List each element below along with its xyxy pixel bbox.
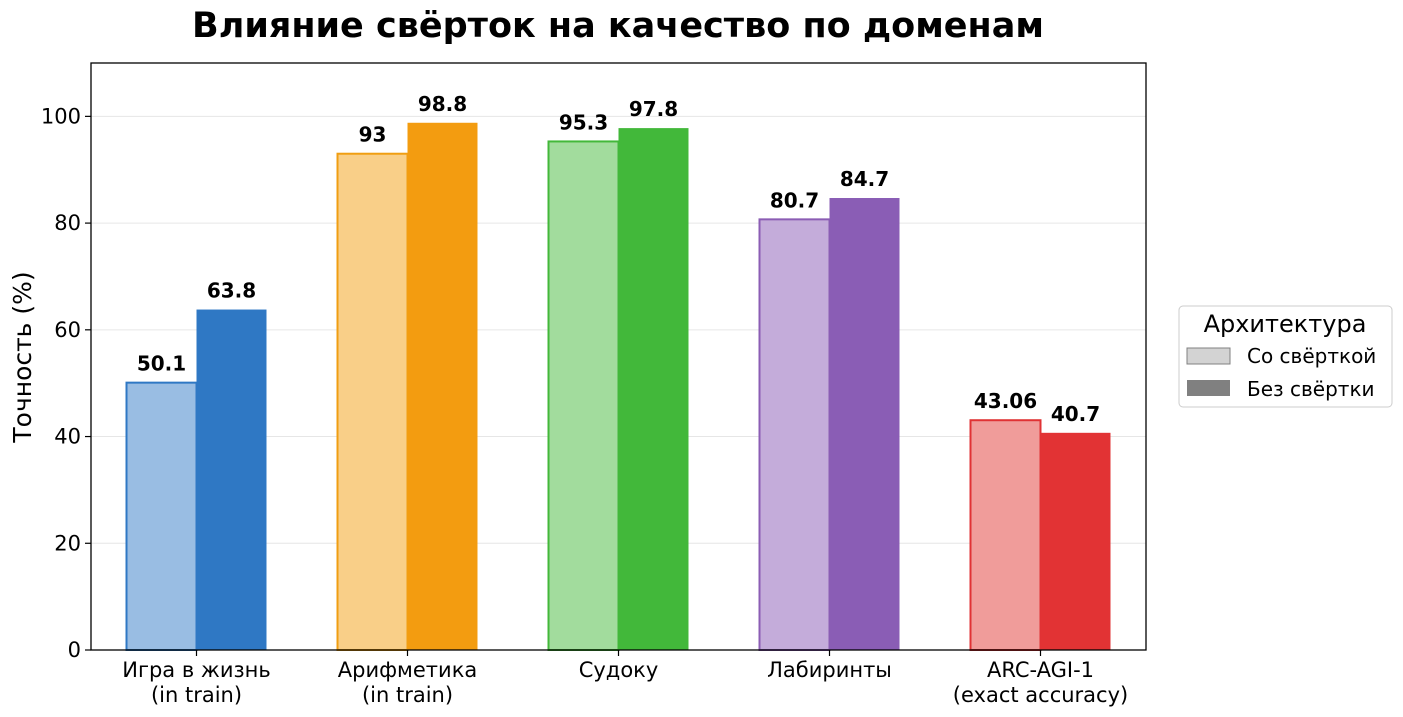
y-tick-label: 0 <box>68 638 81 662</box>
bar-value-label: 84.7 <box>840 167 889 191</box>
legend-swatch-without-conv <box>1187 380 1230 396</box>
bar-with-conv <box>125 381 198 651</box>
bar-value-label: 80.7 <box>770 188 819 212</box>
legend-swatch-with-conv <box>1186 347 1231 365</box>
bar-value-label: 93 <box>359 123 387 147</box>
value-labels: 50.1 63.8 93 98.8 95.3 97.8 80.7 84.7 43.06 40.7 <box>137 92 1100 426</box>
y-tick-label: 80 <box>54 211 81 235</box>
bar-value-label: 63.8 <box>207 279 256 303</box>
x-tick-label: Лабиринты <box>767 658 892 682</box>
legend-title: Архитектура <box>1204 310 1367 338</box>
y-axis-label: Точность (%) <box>8 271 37 443</box>
legend-box <box>1178 305 1393 408</box>
bar-with-conv <box>969 419 1042 651</box>
legend-label-with-conv: Со свёрткой <box>1247 344 1376 368</box>
bar-value-label: 98.8 <box>418 92 467 116</box>
bar-with-conv <box>547 140 620 651</box>
y-tick-label: 100 <box>41 104 81 128</box>
legend-label-without-conv: Без свёртки <box>1247 377 1375 401</box>
y-tick-label: 40 <box>54 425 81 449</box>
x-tick-label: (in train) <box>362 683 453 707</box>
bar-with-conv <box>336 152 409 652</box>
bar-value-label: 43.06 <box>974 389 1037 413</box>
bar-without-conv <box>1040 432 1111 650</box>
bars <box>125 122 1111 652</box>
y-tick-label: 20 <box>54 531 81 555</box>
x-tick-label: Арифметика <box>338 658 478 682</box>
x-axis-ticks: Игра в жизнь(in train)Арифметика(in trai… <box>122 650 1128 707</box>
bar-value-label: 97.8 <box>629 97 678 121</box>
bar-value-label: 50.1 <box>137 352 186 376</box>
bar-with-conv <box>758 218 831 651</box>
x-tick-label: (exact accuracy) <box>953 683 1128 707</box>
bar-without-conv <box>618 128 689 650</box>
bar-value-label: 95.3 <box>559 110 608 134</box>
bar-without-conv <box>407 122 478 650</box>
bar-value-label: 40.7 <box>1051 402 1100 426</box>
y-tick-label: 60 <box>54 318 81 342</box>
x-tick-label: Игра в жизнь <box>122 658 271 682</box>
chart-title: Влияние свёрток на качество по доменам <box>192 6 1044 46</box>
bar-without-conv <box>829 198 900 650</box>
x-tick-label: (in train) <box>151 683 242 707</box>
x-tick-label: ARC-AGI-1 <box>987 658 1094 682</box>
bar-without-conv <box>196 309 267 650</box>
x-tick-label: Судоку <box>579 658 659 682</box>
legend: Архитектура Со свёрткой Без свёртки <box>1178 305 1393 408</box>
y-axis-ticks: 0 20 40 60 80 100 <box>41 104 91 662</box>
